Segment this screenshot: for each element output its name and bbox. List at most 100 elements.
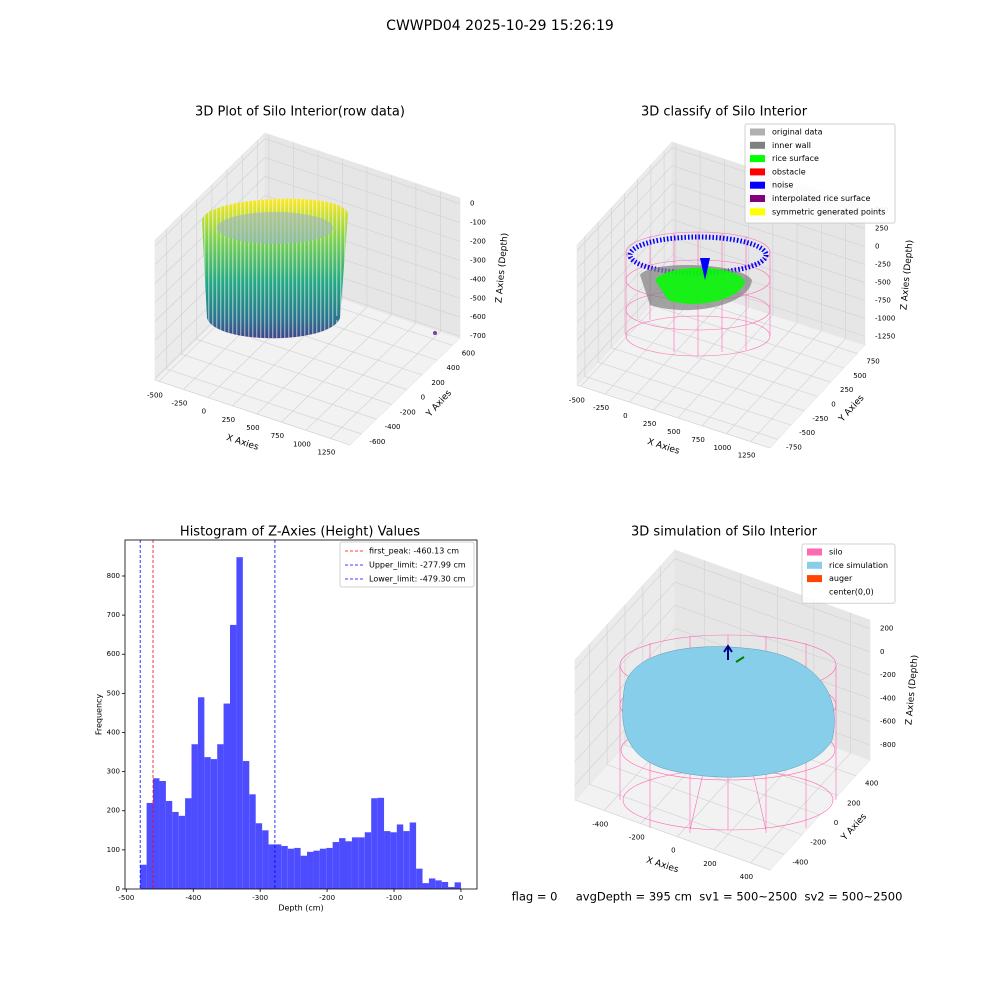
grid-line — [196, 199, 392, 405]
grid-line — [574, 604, 871, 716]
bar — [249, 794, 256, 889]
legend-label: Upper_limit: -277.99 cm — [369, 561, 466, 570]
auger — [723, 644, 733, 660]
bar — [441, 881, 449, 889]
y-tick-label: 0 — [831, 401, 835, 409]
bar — [294, 847, 301, 889]
legend-label: rice surface — [772, 154, 819, 163]
bar — [300, 855, 308, 889]
y-tick-label: 0 — [421, 394, 425, 402]
x-tick-label: -500 — [569, 396, 585, 404]
x-axis-label: X Axies — [645, 856, 680, 876]
bar — [313, 850, 320, 889]
bar — [448, 887, 455, 889]
outlier — [335, 316, 339, 320]
bar — [358, 837, 365, 889]
bar — [396, 824, 404, 889]
legend-label: first_peak: -460.13 cm — [369, 547, 459, 556]
legend-swatch — [750, 195, 765, 202]
legend-label: Lower_limit: -479.30 cm — [369, 575, 466, 584]
x-tick-label: -300 — [252, 894, 268, 902]
y-tick-label: 400 — [107, 728, 120, 736]
bar — [364, 832, 372, 889]
x-tick-label: -500 — [118, 894, 134, 902]
grid-line — [232, 158, 343, 407]
bar — [223, 703, 230, 889]
legend-swatch — [807, 548, 822, 556]
x-tick-label: 1000 — [293, 440, 311, 448]
auger-direction — [735, 656, 745, 663]
legend-label: inner wall — [772, 141, 811, 150]
legend-label: original data — [772, 128, 823, 137]
x-tick-label: 750 — [691, 436, 704, 444]
legend-swatch — [750, 181, 765, 189]
bar — [153, 778, 160, 889]
subplot-title: Histogram of Z-Axies (Height) Values — [180, 525, 420, 540]
bar — [191, 744, 198, 889]
grid-line — [330, 191, 441, 439]
z-tick-label: -100 — [470, 219, 486, 227]
grid-line — [576, 384, 771, 449]
x-tick-label: -500 — [147, 391, 163, 399]
x-tick-label: 250 — [222, 416, 235, 424]
rice-surface — [655, 267, 745, 304]
grid-line — [305, 183, 417, 431]
bar — [384, 831, 391, 889]
grid-line — [624, 193, 818, 397]
bar — [307, 851, 314, 889]
y-tick-label: 200 — [847, 799, 860, 807]
bar — [210, 759, 218, 889]
bar — [229, 624, 237, 889]
bar — [422, 883, 429, 889]
bar — [332, 842, 340, 889]
y-tick-label: -600 — [369, 438, 385, 446]
annotation: flag = 0 avgDepth = 395 cm sv1 = 500~250… — [512, 890, 903, 904]
legend-swatch — [807, 575, 822, 583]
y-tick-label: -400 — [385, 423, 401, 431]
rice-simulation — [622, 646, 835, 778]
y-tick-label: 800 — [107, 572, 120, 580]
legend-label: noise — [772, 181, 793, 190]
legend-label: interpolated rice surface — [772, 194, 870, 203]
subplot-title: 3D simulation of Silo Interior — [631, 525, 818, 540]
x-tick-label: -400 — [185, 894, 201, 902]
bar — [165, 800, 173, 889]
legend-box — [801, 543, 896, 604]
x-tick-label: -250 — [593, 404, 609, 412]
z-tick-label: -750 — [875, 296, 891, 304]
x-tick-label: 1250 — [317, 448, 335, 456]
legend-swatch — [750, 128, 765, 136]
z-tick-label: -300 — [470, 256, 486, 264]
bar — [345, 841, 352, 889]
grid-line — [154, 379, 351, 446]
legend-label: obstacle — [772, 167, 806, 176]
legend-swatch — [750, 208, 765, 216]
bar — [274, 844, 282, 889]
legend-swatch — [750, 155, 765, 163]
bar — [403, 831, 410, 889]
legend-label: auger — [829, 574, 853, 583]
z-tick-label: 200 — [880, 625, 893, 633]
bar — [287, 848, 295, 889]
y-tick-label: 100 — [107, 846, 120, 854]
y-tick-label: -250 — [812, 415, 828, 423]
bar — [454, 882, 461, 889]
z-tick-label: -1000 — [875, 314, 895, 322]
legend-swatch — [750, 168, 765, 176]
z-tick-label: -1250 — [875, 332, 895, 340]
y-tick-label: 300 — [107, 768, 120, 776]
grid-line — [597, 222, 792, 426]
y-tick-label: 500 — [107, 689, 120, 697]
bar — [326, 847, 333, 889]
legend-label: rice simulation — [829, 561, 888, 570]
z-tick-label: -200 — [880, 671, 896, 679]
x-tick-label: 400 — [740, 873, 753, 881]
y-tick-label: 200 — [107, 807, 120, 815]
grid-line — [154, 176, 461, 284]
x-tick-label: -200 — [319, 894, 335, 902]
y-tick-label: 0 — [834, 819, 838, 827]
y-tick-label: 400 — [447, 364, 460, 372]
x-tick-label: -200 — [629, 834, 645, 842]
bar — [351, 837, 359, 889]
bar — [178, 815, 186, 889]
